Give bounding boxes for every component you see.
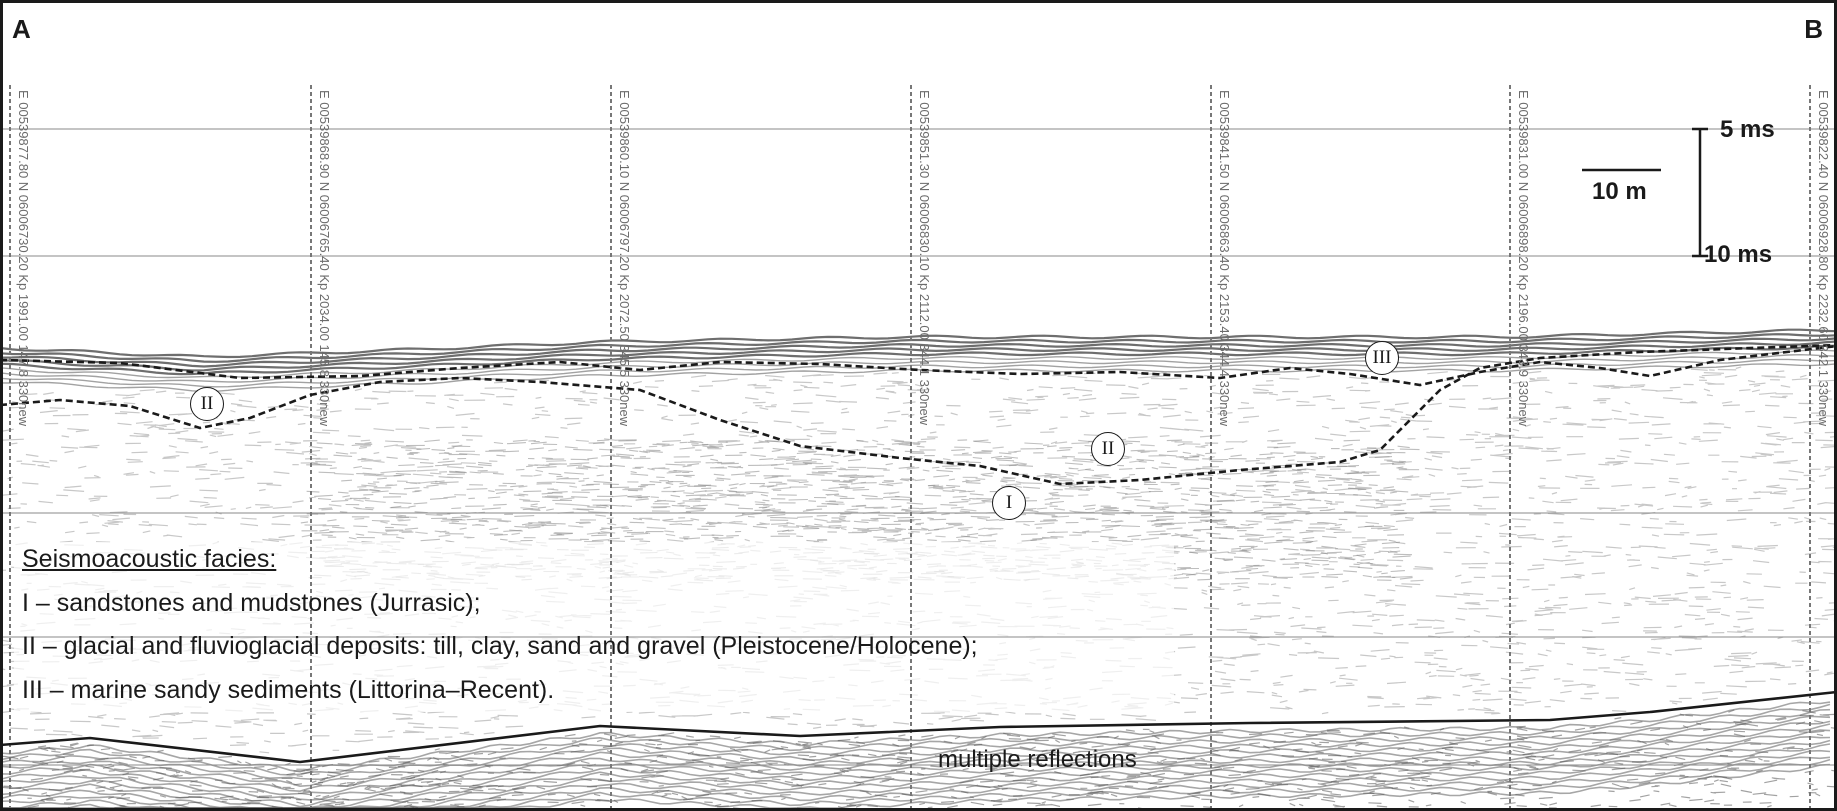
reflector-line [0,337,1837,368]
facies-marker: II [190,387,224,421]
fix-lines [9,85,1811,808]
fix-label: E 00539822.40 N 06006928.80 Kp 2232.60 3… [1816,90,1830,427]
facies-marker: III [1365,341,1399,375]
fix-label: E 00539860.10 N 06006797.20 Kp 2072.50 3… [617,90,631,427]
multiple-reflection-line [0,729,1831,801]
profile-start-label: A [12,14,31,44]
horizontal-time-lines [3,128,1834,766]
distance-scale-label: 10 m [1592,178,1647,205]
reflector-line [0,328,1837,359]
reflector-line [0,344,1837,376]
reflector-line [0,358,1837,388]
reflector-line [0,353,1837,383]
legend-backing [14,542,1174,712]
legend-title: Seismoacoustic facies: [22,545,277,573]
reflector-line [0,340,1837,372]
multiple-reflections-label: multiple reflections [938,746,1137,773]
multiple-reflection-line [0,735,1831,808]
profile-end-label: B [1804,14,1823,44]
legend-item: III – marine sandy sediments (Littorina–… [22,676,555,704]
legend-item: II – glacial and fluvioglacial deposits:… [22,632,978,660]
horizon-base-III [0,344,1837,387]
time-scale-top-label: 5 ms [1720,116,1775,143]
fix-label: E 00539868.90 N 06006765.40 Kp 2034.00 1… [317,90,331,427]
seismic-texture [0,328,1837,811]
multiple-reflection-line [0,720,1831,793]
multiples-boundary [0,690,1837,764]
legend-item: I – sandstones and mudstones (Jurrasic); [22,589,481,617]
multiple-reflection-line [0,715,1831,788]
facies-marker: I [992,486,1026,520]
reflector-line [0,333,1837,363]
time-scale-bottom-label: 10 ms [1704,241,1773,268]
reflector-line [0,363,1837,393]
fix-label: E 00539877.80 N 06006730.20 Kp 1991.00 1… [16,90,30,427]
time-scale-bar [1692,127,1708,258]
reflector-line [0,349,1837,379]
fix-label: E 00539841.50 N 06006863.40 Kp 2153.40 3… [1217,90,1231,427]
facies-marker: II [1091,432,1125,466]
fix-label: E 00539831.00 N 06006898.20 Kp 2196.00 3… [1516,90,1530,427]
fix-label: E 00539851.30 N 06006830.10 Kp 2112.00 3… [917,90,931,426]
multiple-noise [0,709,1837,811]
multiple-reflection-line [0,701,1831,773]
interpreted-horizons [0,343,1837,764]
horizon-base-II [0,343,1837,486]
